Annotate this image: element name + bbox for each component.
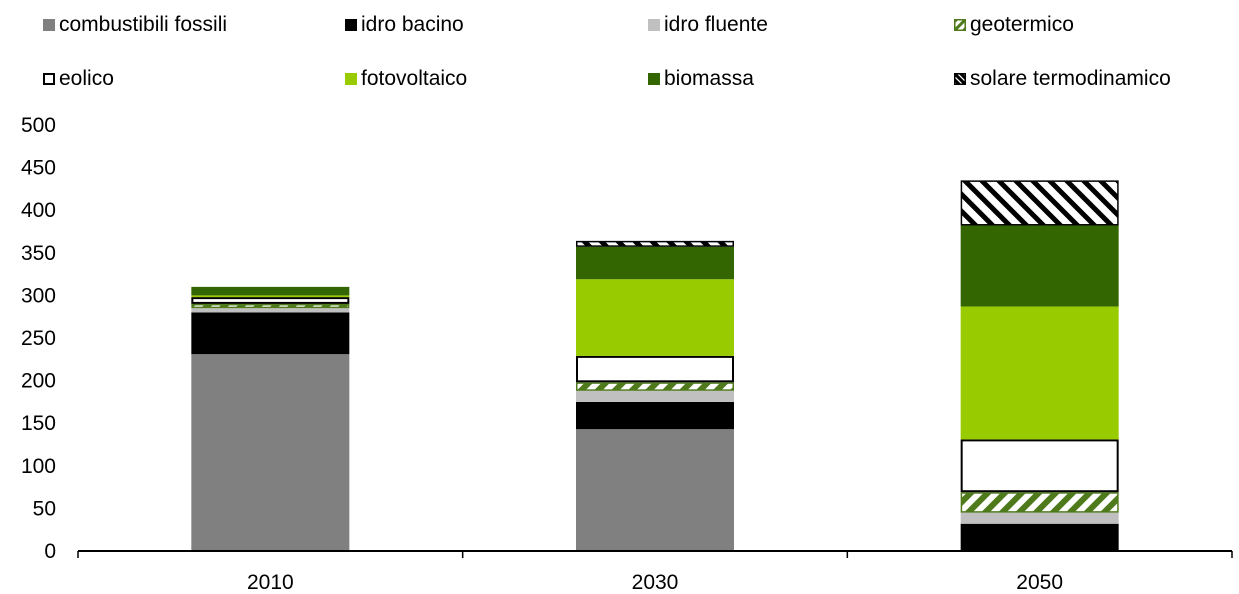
bar-2030-fotovoltaico — [576, 279, 734, 356]
legend-item-solare-termodinamico: solare termodinamico — [954, 64, 1171, 94]
bar-2010-biomassa — [191, 286, 350, 296]
legend-label-solare-termodinamico: solare termodinamico — [970, 67, 1171, 90]
y-tick-label-3: 150 — [21, 412, 56, 435]
bar-2010-geotermico — [191, 303, 350, 309]
legend-item-idro-bacino: idro bacino — [345, 10, 464, 40]
x-tick-label-2030: 2030 — [632, 571, 679, 594]
chart-legend: combustibili fossili idro bacino idro fl… — [0, 0, 1239, 110]
legend-swatch-combustibili-fossili — [43, 19, 55, 31]
bar-2010-combustibili-fossili — [191, 354, 350, 551]
legend-label-geotermico: geotermico — [970, 13, 1074, 36]
legend-label-combustibili-fossili: combustibili fossili — [59, 13, 228, 36]
bar-2050-geotermico — [960, 492, 1119, 513]
x-tick-label-2050: 2050 — [1016, 571, 1063, 594]
bar-2030-geotermico — [576, 382, 734, 391]
y-tick-label-6: 300 — [21, 284, 56, 307]
y-tick-label-7: 350 — [21, 242, 56, 265]
legend-item-geotermico: geotermico — [954, 10, 1074, 40]
bar-2050-fotovoltaico — [960, 306, 1119, 440]
bar-2050-eolico — [960, 439, 1119, 493]
y-tick-label-0: 0 — [44, 540, 56, 563]
legend-label-idro-bacino: idro bacino — [361, 13, 464, 36]
y-axis: 0 50 100 150 200 250 300 350 400 450 500 — [21, 114, 56, 563]
bar-2010-idro-fluente — [191, 308, 350, 313]
legend-item-biomassa: biomassa — [648, 64, 754, 94]
y-tick-label-8: 400 — [21, 199, 56, 222]
legend-swatch-eolico — [43, 73, 55, 85]
legend-label-biomassa: biomassa — [664, 67, 754, 90]
bar-2050-idro-bacino — [960, 523, 1119, 551]
legend-swatch-solare-termodinamico — [954, 73, 966, 85]
y-tick-label-4: 200 — [21, 370, 56, 393]
bar-2010-eolico — [191, 297, 350, 304]
bar-2010-idro-bacino — [191, 312, 350, 355]
legend-swatch-geotermico — [954, 19, 966, 31]
y-tick-label-9: 450 — [21, 157, 56, 180]
bar-2050-biomassa — [960, 225, 1119, 307]
bar-2030-idro-bacino — [576, 401, 734, 430]
legend-label-fotovoltaico: fotovoltaico — [361, 67, 468, 90]
y-tick-label-5: 250 — [21, 327, 56, 350]
legend-label-eolico: eolico — [59, 67, 114, 90]
bar-2030-idro-fluente — [576, 390, 734, 402]
bar-2030-combustibili-fossili — [576, 429, 734, 551]
bar-2010-fotovoltaico — [191, 295, 350, 298]
bars-group — [191, 180, 1119, 551]
y-tick-label-2: 100 — [21, 455, 56, 478]
legend-swatch-idro-bacino — [345, 19, 357, 31]
x-tick-label-2010: 2010 — [247, 571, 294, 594]
legend-item-idro-fluente: idro fluente — [648, 10, 768, 40]
legend-item-eolico: eolico — [43, 64, 114, 94]
x-axis: 2010 2030 2050 — [77, 550, 1233, 594]
bar-2050-idro-fluente — [960, 512, 1119, 524]
legend-swatch-fotovoltaico — [345, 73, 357, 85]
bar-2050-solare-termodinamico — [960, 180, 1119, 226]
bar-2030-eolico — [576, 355, 734, 383]
legend-item-combustibili-fossili: combustibili fossili — [43, 10, 227, 40]
legend-swatch-idro-fluente — [648, 19, 660, 31]
legend-label-idro-fluente: idro fluente — [664, 13, 768, 36]
bar-2030-biomassa — [576, 246, 734, 280]
legend-swatch-biomassa — [648, 73, 660, 85]
y-tick-label-10: 500 — [21, 114, 56, 137]
y-tick-label-1: 50 — [33, 497, 56, 520]
bar-2030-solare-termodinamico — [576, 240, 734, 247]
legend-item-fotovoltaico: fotovoltaico — [345, 64, 467, 94]
